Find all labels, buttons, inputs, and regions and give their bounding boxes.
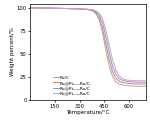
Ru@Pt₀.₂₆Ru/C bbox=[105, 30, 107, 31]
Ru@Pt₀.₁₂Ru/C bbox=[108, 52, 110, 53]
Ru/C bbox=[122, 84, 123, 86]
Ru@Pt₀.₂₆Ru/C bbox=[122, 78, 123, 79]
Ru/C bbox=[79, 8, 80, 10]
X-axis label: Temperature/°C: Temperature/°C bbox=[66, 110, 110, 115]
Line: Ru@Pt₀.₁₂Ru/C: Ru@Pt₀.₁₂Ru/C bbox=[30, 8, 146, 82]
Ru@Pt₀.₀₁Ru/C bbox=[115, 77, 117, 79]
Ru@Pt₀.₀₁Ru/C bbox=[112, 71, 113, 72]
Ru/C bbox=[92, 10, 94, 12]
Ru@Pt₀.₂₆Ru/C bbox=[128, 80, 130, 81]
Ru@Pt₀.₀₁Ru/C bbox=[92, 10, 94, 11]
Ru@Pt₀.₂₆Ru/C bbox=[108, 44, 110, 46]
Ru@Pt₀.₀₁Ru/C bbox=[108, 59, 110, 60]
Ru@Pt₀.₁₂Ru/C bbox=[125, 81, 127, 82]
Ru@Pt₀.₂₆Ru/C bbox=[145, 80, 146, 81]
Ru@Pt₀.₁₂Ru/C bbox=[102, 22, 103, 24]
Y-axis label: Weight percent/%: Weight percent/% bbox=[10, 27, 15, 76]
Ru/C bbox=[95, 13, 97, 15]
Ru@Pt₀.₀₁Ru/C bbox=[128, 83, 130, 84]
Ru@Pt₀.₀₁Ru/C bbox=[87, 9, 89, 10]
Ru@Pt₀.₂₆Ru/C bbox=[29, 7, 31, 9]
Ru@Pt₀.₂₆Ru/C bbox=[112, 59, 113, 60]
Ru@Pt₀.₀₁Ru/C bbox=[105, 43, 107, 45]
Line: Ru@Pt₀.₀₁Ru/C: Ru@Pt₀.₀₁Ru/C bbox=[30, 8, 146, 84]
Ru/C bbox=[46, 7, 47, 9]
Ru@Pt₀.₀₁Ru/C bbox=[29, 7, 31, 9]
Ru@Pt₀.₂₆Ru/C bbox=[118, 75, 120, 76]
Legend: Ru/C, Ru@Pt₀.₀₁Ru/C, Ru@Pt₀.₁₂Ru/C, Ru@Pt₀.₂₆Ru/C: Ru/C, Ru@Pt₀.₀₁Ru/C, Ru@Pt₀.₁₂Ru/C, Ru@P… bbox=[53, 75, 92, 96]
Ru/C bbox=[125, 85, 127, 86]
Line: Ru@Pt₀.₂₆Ru/C: Ru@Pt₀.₂₆Ru/C bbox=[30, 8, 146, 81]
Ru@Pt₀.₁₂Ru/C bbox=[145, 81, 146, 83]
Ru@Pt₀.₂₆Ru/C bbox=[98, 13, 100, 14]
Ru/C bbox=[87, 9, 89, 10]
Ru/C bbox=[105, 50, 107, 51]
Ru@Pt₀.₀₁Ru/C bbox=[98, 17, 100, 19]
Ru/C bbox=[108, 65, 110, 67]
Ru@Pt₀.₂₆Ru/C bbox=[102, 18, 103, 20]
Ru@Pt₀.₂₆Ru/C bbox=[62, 8, 64, 9]
Ru@Pt₀.₁₂Ru/C bbox=[46, 7, 47, 9]
Ru@Pt₀.₀₁Ru/C bbox=[136, 83, 138, 85]
Ru@Pt₀.₂₆Ru/C bbox=[115, 69, 117, 71]
Ru/C bbox=[112, 75, 113, 77]
Ru/C bbox=[115, 81, 117, 82]
Ru/C bbox=[29, 7, 31, 9]
Ru@Pt₀.₀₁Ru/C bbox=[79, 8, 80, 10]
Ru@Pt₀.₀₁Ru/C bbox=[62, 8, 64, 9]
Ru@Pt₀.₁₂Ru/C bbox=[87, 9, 89, 10]
Ru/C bbox=[102, 32, 103, 34]
Ru/C bbox=[98, 19, 100, 21]
Ru@Pt₀.₀₁Ru/C bbox=[118, 81, 120, 82]
Ru@Pt₀.₁₂Ru/C bbox=[79, 8, 80, 10]
Ru@Pt₀.₁₂Ru/C bbox=[122, 80, 123, 81]
Ru/C bbox=[136, 86, 138, 87]
Ru/C bbox=[128, 85, 130, 86]
Ru@Pt₀.₁₂Ru/C bbox=[105, 36, 107, 37]
Ru/C bbox=[145, 86, 146, 87]
Ru/C bbox=[118, 83, 120, 85]
Ru@Pt₀.₁₂Ru/C bbox=[62, 8, 64, 9]
Ru@Pt₀.₂₆Ru/C bbox=[136, 80, 138, 81]
Ru@Pt₀.₁₂Ru/C bbox=[112, 65, 113, 67]
Ru@Pt₀.₂₆Ru/C bbox=[46, 7, 47, 9]
Ru@Pt₀.₀₁Ru/C bbox=[122, 82, 123, 83]
Ru@Pt₀.₂₆Ru/C bbox=[92, 9, 94, 10]
Ru@Pt₀.₁₂Ru/C bbox=[29, 7, 31, 9]
Line: Ru/C: Ru/C bbox=[30, 8, 146, 86]
Ru@Pt₀.₀₁Ru/C bbox=[145, 83, 146, 85]
Ru@Pt₀.₂₆Ru/C bbox=[87, 8, 89, 10]
Ru@Pt₀.₁₂Ru/C bbox=[98, 14, 100, 16]
Ru@Pt₀.₂₆Ru/C bbox=[79, 8, 80, 10]
Ru@Pt₀.₀₁Ru/C bbox=[95, 12, 97, 14]
Ru@Pt₀.₀₁Ru/C bbox=[46, 7, 47, 9]
Ru@Pt₀.₁₂Ru/C bbox=[115, 73, 117, 75]
Ru@Pt₀.₀₁Ru/C bbox=[125, 82, 127, 84]
Ru@Pt₀.₁₂Ru/C bbox=[118, 78, 120, 79]
Ru@Pt₀.₀₁Ru/C bbox=[102, 28, 103, 29]
Ru@Pt₀.₁₂Ru/C bbox=[136, 81, 138, 83]
Ru@Pt₀.₂₆Ru/C bbox=[125, 79, 127, 81]
Ru@Pt₀.₂₆Ru/C bbox=[95, 10, 97, 12]
Ru@Pt₀.₁₂Ru/C bbox=[92, 9, 94, 11]
Ru@Pt₀.₁₂Ru/C bbox=[128, 81, 130, 82]
Ru@Pt₀.₁₂Ru/C bbox=[95, 11, 97, 12]
Ru/C bbox=[62, 8, 64, 9]
